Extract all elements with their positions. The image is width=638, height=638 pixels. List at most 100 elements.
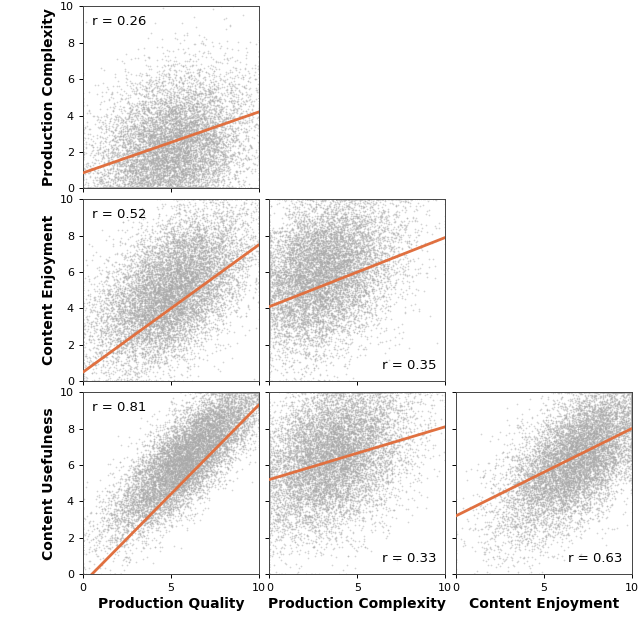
Point: [566, 469, 576, 479]
Point: [193, 452, 203, 463]
Point: [327, 269, 337, 279]
Point: [333, 220, 343, 230]
Point: [184, 244, 194, 255]
Point: [338, 413, 348, 423]
Point: [405, 443, 415, 454]
Point: [264, 496, 274, 506]
Point: [356, 200, 366, 211]
Point: [157, 509, 167, 519]
Point: [503, 464, 513, 475]
Point: [174, 314, 184, 324]
Point: [378, 233, 388, 243]
Point: [270, 227, 280, 237]
Point: [521, 417, 531, 427]
Point: [131, 533, 142, 544]
Point: [156, 460, 167, 470]
Point: [101, 151, 111, 161]
Point: [324, 517, 334, 527]
Point: [197, 253, 207, 263]
Point: [336, 286, 346, 296]
Point: [276, 480, 286, 490]
Point: [514, 540, 524, 550]
Point: [197, 426, 207, 436]
Point: [127, 169, 137, 179]
Point: [170, 295, 181, 306]
Point: [294, 396, 304, 406]
Point: [169, 121, 179, 131]
Point: [157, 167, 167, 177]
Point: [281, 408, 291, 418]
Point: [197, 82, 207, 92]
Point: [160, 340, 170, 350]
Point: [595, 506, 605, 516]
Point: [78, 138, 88, 149]
Point: [510, 521, 521, 531]
Point: [157, 127, 167, 137]
Point: [190, 424, 200, 434]
Point: [182, 282, 192, 292]
Point: [542, 445, 552, 455]
Point: [163, 456, 173, 466]
Point: [133, 278, 144, 288]
Point: [327, 511, 337, 521]
Point: [332, 207, 343, 217]
Point: [154, 137, 164, 147]
Point: [193, 265, 204, 276]
Point: [316, 450, 327, 461]
Point: [224, 262, 234, 272]
Point: [185, 283, 195, 293]
Point: [296, 482, 306, 493]
Point: [316, 305, 326, 315]
Point: [150, 116, 160, 126]
Point: [395, 401, 405, 412]
Point: [615, 424, 625, 434]
Point: [120, 66, 130, 76]
Point: [490, 531, 500, 541]
Point: [542, 466, 552, 476]
Point: [182, 474, 192, 484]
Point: [299, 308, 309, 318]
Point: [627, 436, 637, 446]
Point: [279, 302, 289, 313]
Point: [211, 260, 221, 271]
Point: [586, 425, 597, 435]
Point: [192, 435, 202, 445]
Point: [157, 256, 167, 267]
Point: [570, 426, 581, 436]
Point: [310, 218, 320, 228]
Point: [350, 443, 360, 453]
Point: [553, 486, 563, 496]
Point: [149, 350, 159, 360]
Point: [188, 273, 198, 283]
Point: [158, 291, 168, 301]
Point: [600, 404, 610, 415]
Point: [184, 183, 194, 193]
Point: [299, 267, 309, 277]
Point: [174, 447, 184, 457]
Point: [290, 299, 300, 309]
Point: [149, 183, 160, 193]
Point: [331, 249, 341, 260]
Point: [283, 293, 293, 304]
Point: [229, 387, 239, 397]
Point: [159, 489, 169, 499]
Point: [225, 157, 235, 167]
Point: [139, 352, 149, 362]
Point: [304, 225, 315, 235]
Point: [378, 205, 388, 215]
Point: [355, 250, 366, 260]
Point: [126, 500, 137, 510]
Point: [272, 199, 283, 209]
Point: [182, 475, 192, 485]
Point: [325, 414, 335, 424]
Point: [334, 242, 345, 252]
Point: [613, 387, 623, 397]
Point: [161, 154, 171, 164]
Point: [348, 419, 359, 429]
Point: [229, 147, 239, 158]
Point: [186, 294, 197, 304]
Point: [162, 290, 172, 300]
Point: [341, 257, 351, 267]
Point: [145, 120, 155, 130]
Point: [221, 211, 232, 221]
